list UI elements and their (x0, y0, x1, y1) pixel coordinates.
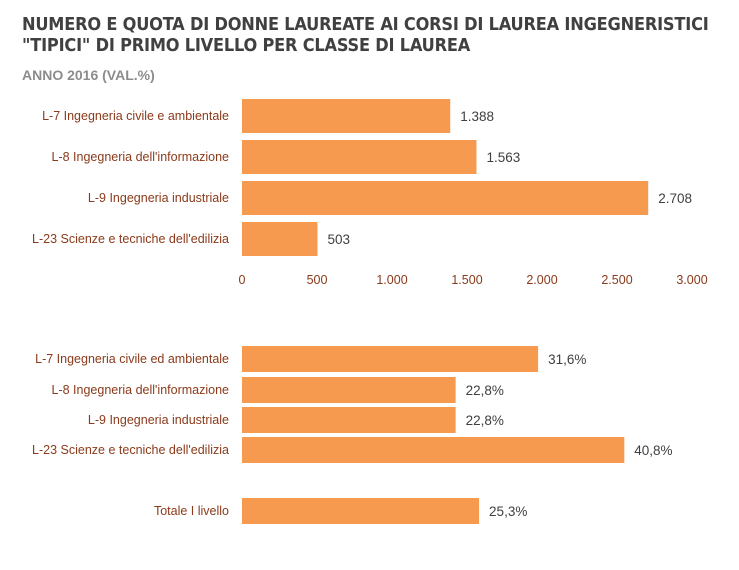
data-label: 40,8% (634, 443, 672, 458)
category-label: L-23 Scienze e tecniche dell'edilizia (32, 443, 229, 457)
x-tick-label: 2.000 (526, 273, 557, 287)
data-label: 503 (327, 232, 350, 247)
bar (242, 222, 318, 256)
chart-subtitle: ANNO 2016 (VAL.%) (22, 67, 155, 83)
x-tick-label: 3.000 (676, 273, 707, 287)
bar (242, 407, 456, 433)
category-label: L-23 Scienze e tecniche dell'edilizia (32, 232, 229, 246)
category-label: L-9 Ingegneria industriale (88, 413, 229, 427)
data-label: 31,6% (548, 352, 586, 367)
bar (242, 181, 649, 215)
bar (242, 498, 480, 524)
category-label: Totale I livello (154, 504, 229, 518)
data-label: 1.388 (460, 109, 494, 124)
x-tick-label: 500 (307, 273, 328, 287)
x-tick-label: 2.500 (601, 273, 632, 287)
bar (242, 377, 456, 403)
bar (242, 346, 539, 372)
data-label: 25,3% (489, 504, 527, 519)
x-tick-label: 1.500 (451, 273, 482, 287)
x-tick-label: 1.000 (376, 273, 407, 287)
bar (242, 99, 451, 133)
category-label: L-8 Ingegneria dell'informazione (52, 150, 230, 164)
data-label: 22,8% (466, 413, 504, 428)
category-label: L-8 Ingegneria dell'informazione (52, 383, 230, 397)
data-label: 2.708 (658, 191, 692, 206)
category-label: L-7 Ingegneria civile ed ambientale (35, 352, 229, 366)
data-label: 22,8% (466, 383, 504, 398)
category-label: L-7 Ingegneria civile e ambientale (42, 109, 229, 123)
share-chart: L-7 Ingegneria civile ed ambientale 31,6%… (32, 346, 673, 524)
bar (242, 437, 625, 463)
chart-title: NUMERO E QUOTA DI DONNE LAUREATE AI CORS… (22, 14, 709, 56)
count-chart: L-7 Ingegneria civile e ambientale 1.388 L… (32, 99, 708, 287)
x-tick-label: 0 (239, 273, 246, 287)
bar (242, 140, 477, 174)
category-label: L-9 Ingegneria industriale (88, 191, 229, 205)
data-label: 1.563 (486, 150, 520, 165)
